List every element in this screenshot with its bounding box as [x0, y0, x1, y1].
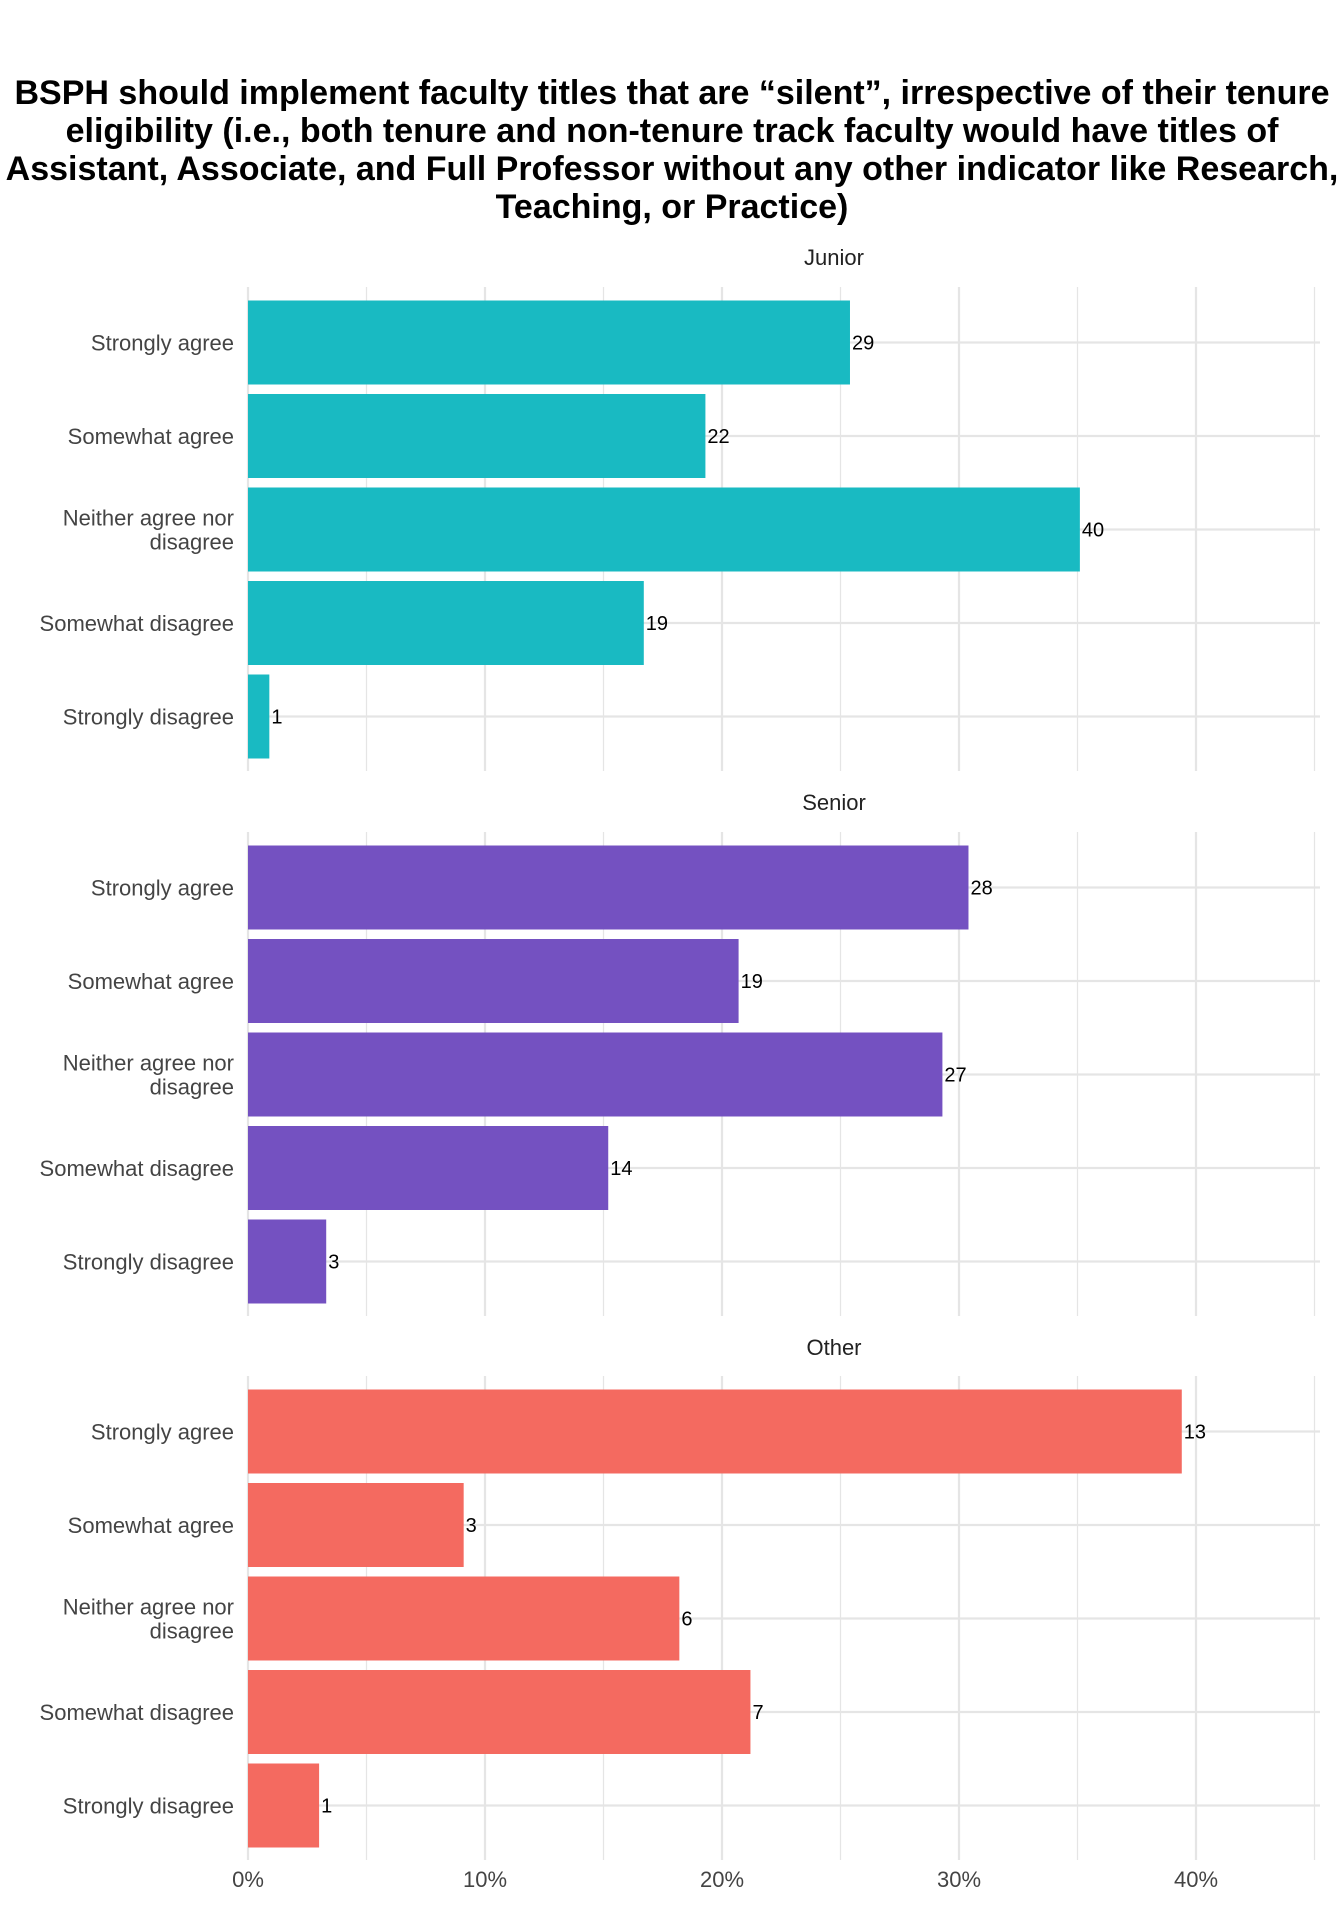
x-tick-label: 30% — [937, 1867, 981, 1892]
bar — [248, 674, 270, 759]
category-label-line: Somewhat disagree — [40, 1700, 234, 1725]
bar-value-label: 7 — [752, 1702, 763, 1724]
bar-value-label: 6 — [681, 1609, 692, 1631]
category-label-line: Strongly disagree — [63, 1794, 234, 1819]
category-label-line: disagree — [150, 1075, 234, 1100]
category-label: Strongly disagree — [63, 1794, 234, 1819]
category-label-line: Strongly agree — [91, 876, 234, 901]
bar-value-label: 13 — [1184, 1422, 1206, 1444]
bar — [248, 1389, 1182, 1474]
panel-senior: Senior 28 Strongly agree 19 Somewhat agree 27… — [40, 790, 1320, 1316]
bar-value-label: 22 — [707, 426, 729, 448]
category-label: Somewhat agree — [68, 969, 234, 994]
bar — [248, 487, 1080, 572]
category-label: Strongly agree — [91, 331, 234, 356]
bar — [248, 1576, 680, 1661]
category-label: Strongly agree — [91, 1420, 234, 1445]
chart-title: BSPH should implement faculty titles tha… — [5, 74, 1339, 226]
category-label: Strongly agree — [91, 876, 234, 901]
bar — [248, 394, 706, 478]
category-label-line: Somewhat agree — [68, 969, 234, 994]
bar-value-label: 27 — [944, 1065, 966, 1087]
bar — [248, 939, 739, 1023]
category-label: Neither agree nor disagree — [63, 1595, 234, 1644]
bar-value-label: 1 — [321, 1796, 332, 1818]
category-label: Somewhat disagree — [40, 611, 234, 636]
category-label: Somewhat disagree — [40, 1156, 234, 1181]
category-label: Somewhat agree — [68, 1513, 234, 1538]
bar — [248, 1219, 327, 1304]
category-label: Strongly disagree — [63, 705, 234, 730]
bar — [248, 1670, 751, 1754]
bar-value-label: 19 — [741, 971, 763, 993]
bar-value-label: 19 — [646, 613, 668, 635]
bar — [248, 1483, 464, 1567]
x-tick-label: 0% — [232, 1867, 264, 1892]
category-label: Somewhat agree — [68, 424, 234, 449]
x-tick-label: 40% — [1174, 1867, 1218, 1892]
category-label-line: Strongly agree — [91, 1420, 234, 1445]
bar-value-label: 3 — [328, 1252, 339, 1274]
category-label-line: disagree — [150, 1619, 234, 1644]
bar-value-label: 14 — [610, 1158, 632, 1180]
category-label-line: Somewhat disagree — [40, 1156, 234, 1181]
category-label-line: Neither agree nor — [63, 1595, 234, 1620]
category-label: Strongly disagree — [63, 1250, 234, 1275]
category-label-line: Somewhat disagree — [40, 611, 234, 636]
bar — [248, 1126, 609, 1210]
bar-value-label: 28 — [970, 878, 992, 900]
bar — [248, 845, 969, 930]
bar-value-label: 1 — [271, 707, 282, 729]
panel-strip-label: Other — [806, 1335, 861, 1360]
category-label-line: Strongly disagree — [63, 1250, 234, 1275]
bar-value-label: 40 — [1082, 520, 1104, 542]
category-label-line: Neither agree nor — [63, 506, 234, 531]
bar — [248, 1763, 320, 1848]
panel-other: Other 13 Strongly agree 3 Somewhat agree 6 Nei… — [40, 1335, 1320, 1860]
category-label-line: Strongly agree — [91, 331, 234, 356]
category-label: Neither agree nor disagree — [63, 506, 234, 555]
bar — [248, 581, 644, 665]
bar — [248, 1032, 943, 1117]
bar-value-label: 3 — [466, 1515, 477, 1537]
category-label-line: Neither agree nor — [63, 1051, 234, 1076]
x-tick-label: 10% — [463, 1867, 507, 1892]
category-label-line: Somewhat agree — [68, 424, 234, 449]
x-tick-label: 20% — [700, 1867, 744, 1892]
panel-junior: Junior 29 Strongly agree 22 Somewhat agree 40… — [40, 245, 1320, 771]
panel-strip-label: Junior — [804, 245, 864, 270]
category-label: Somewhat disagree — [40, 1700, 234, 1725]
bar-value-label: 29 — [852, 333, 874, 355]
bar — [248, 300, 850, 385]
category-label: Neither agree nor disagree — [63, 1051, 234, 1100]
category-label-line: Strongly disagree — [63, 705, 234, 730]
category-label-line: disagree — [150, 530, 234, 555]
panel-strip-label: Senior — [802, 790, 866, 815]
category-label-line: Somewhat agree — [68, 1513, 234, 1538]
